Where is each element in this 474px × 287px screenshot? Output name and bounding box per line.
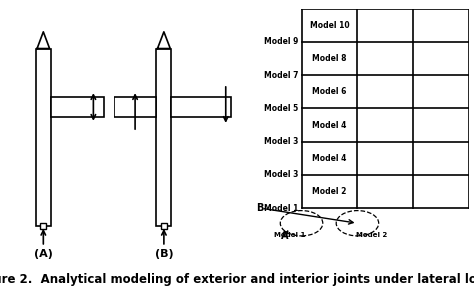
Text: Model 2: Model 2 bbox=[356, 232, 387, 238]
Bar bbox=[172, 96, 231, 117]
Bar bbox=[156, 49, 172, 226]
Text: A: A bbox=[281, 230, 289, 241]
Text: Model 7: Model 7 bbox=[264, 71, 299, 80]
Text: Model 3: Model 3 bbox=[264, 170, 299, 179]
Text: Model 9: Model 9 bbox=[264, 37, 299, 46]
Text: (A): (A) bbox=[34, 249, 53, 259]
Text: Model 1: Model 1 bbox=[273, 232, 305, 238]
Text: (B): (B) bbox=[155, 249, 173, 259]
Text: Model 4: Model 4 bbox=[312, 121, 346, 129]
Text: Model 2: Model 2 bbox=[312, 187, 346, 196]
Text: Model 6: Model 6 bbox=[312, 87, 346, 96]
Bar bbox=[51, 96, 104, 117]
Text: Model 4: Model 4 bbox=[312, 154, 346, 163]
Text: B: B bbox=[255, 203, 263, 213]
Text: Model 1: Model 1 bbox=[264, 204, 299, 213]
Text: Model 3: Model 3 bbox=[264, 137, 299, 146]
Text: Model 8: Model 8 bbox=[312, 54, 347, 63]
Bar bbox=[36, 49, 51, 226]
Text: Model 10: Model 10 bbox=[310, 21, 349, 30]
Text: Figure 2.  Analytical modeling of exterior and interior joints under lateral loa: Figure 2. Analytical modeling of exterio… bbox=[0, 273, 474, 286]
Text: Model 5: Model 5 bbox=[264, 104, 299, 113]
Bar bbox=[114, 96, 156, 117]
